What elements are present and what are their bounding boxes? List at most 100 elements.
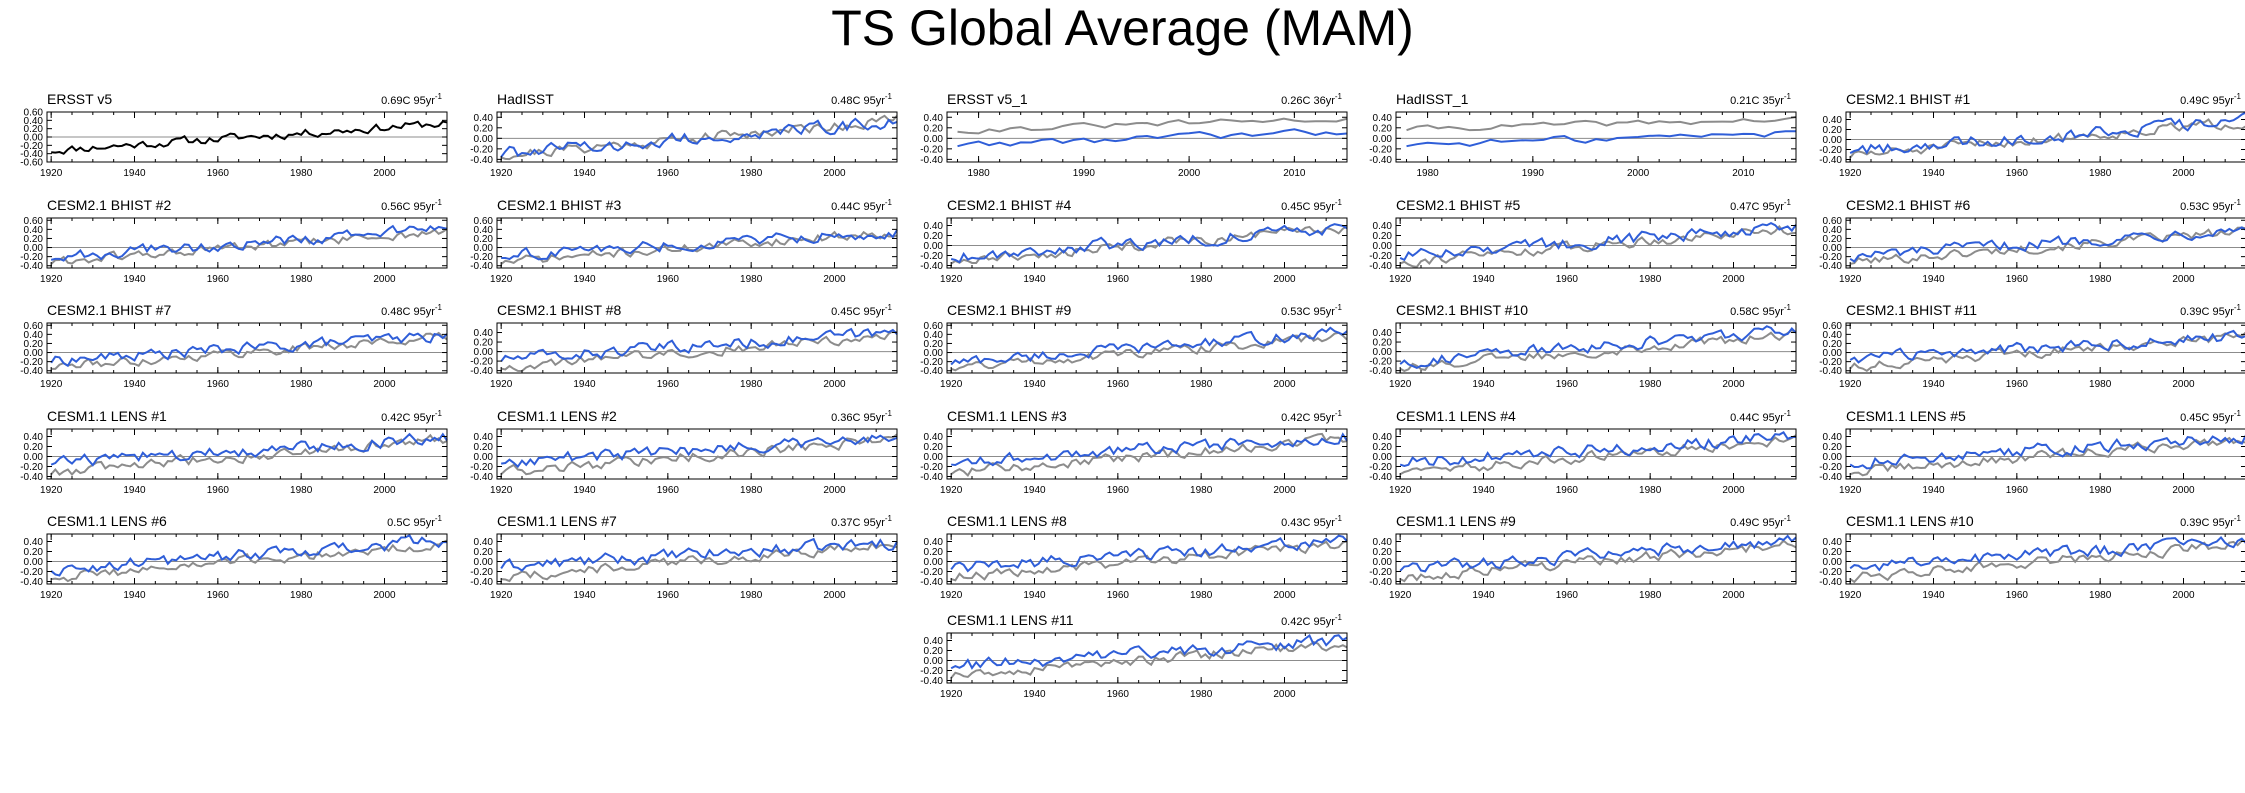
x-tick-label: 1960	[1107, 689, 1130, 700]
panel-title: ERSST v5	[47, 91, 112, 107]
panel-title: CESM1.1 LENS #5	[1846, 408, 1966, 424]
y-tick-label: 0.20	[1823, 339, 1843, 350]
x-tick-label: 1920	[490, 274, 513, 285]
x-tick-label: 1920	[940, 590, 963, 601]
y-tick-label: 0.40	[1823, 330, 1843, 341]
x-tick-label: 1920	[1839, 590, 1862, 601]
series-line-observed	[1849, 539, 2245, 584]
panel: CESM1.1 LENS #2 0.36C 95yr-10.400.200.00-…	[470, 408, 898, 496]
x-tick-label: 2000	[1722, 379, 1745, 390]
y-tick-label: 0.00	[1823, 557, 1843, 568]
panel-title: ERSST v5_1	[947, 91, 1028, 107]
x-tick-label: 2000	[823, 274, 846, 285]
trend-exponent: -1	[885, 514, 893, 523]
y-tick-label: -0.20	[20, 462, 43, 473]
y-tick-label: 0.60	[474, 216, 494, 227]
plot-frame	[946, 217, 1348, 269]
plot-frame	[46, 428, 448, 480]
x-tick-label: 1960	[657, 485, 680, 496]
x-tick-label: 1990	[1073, 168, 1096, 179]
trend-exponent: -1	[885, 92, 893, 101]
x-tick-label: 1960	[207, 274, 230, 285]
trend-label: 0.44C 95yr-1	[831, 198, 892, 213]
plot-frame	[946, 632, 1348, 684]
x-tick-label: 1980	[290, 590, 313, 601]
y-tick-label: -0.40	[470, 366, 493, 377]
x-tick-label: 1960	[207, 168, 230, 179]
x-tick-label: 1940	[123, 379, 146, 390]
y-tick-label: 0.40	[924, 330, 944, 341]
y-tick-label: 0.60	[1823, 321, 1843, 332]
y-tick-label: 0.00	[24, 133, 44, 144]
panel: CESM1.1 LENS #4 0.44C 95yr-10.400.200.00-…	[1369, 408, 1797, 496]
y-tick-label: -0.20	[1369, 567, 1392, 578]
y-tick-label: -0.40	[20, 261, 43, 272]
panel-title: CESM1.1 LENS #1	[47, 408, 167, 424]
series-line-model	[1849, 329, 2245, 364]
x-tick-label: 1980	[1190, 274, 1213, 285]
y-tick-label: 0.20	[1373, 231, 1393, 242]
x-tick-label: 1920	[1389, 379, 1412, 390]
trend-exponent: -1	[435, 198, 443, 207]
plot-frame	[1395, 217, 1797, 269]
x-tick-label: 1920	[940, 689, 963, 700]
y-tick-label: -0.20	[920, 357, 943, 368]
trend-label: 0.48C 95yr-1	[381, 303, 442, 318]
y-tick-label: -0.40	[470, 472, 493, 483]
panel-title: CESM2.1 BHIST #10	[1396, 302, 1528, 318]
y-tick-label: 0.00	[1373, 452, 1393, 463]
series-line-observed	[1399, 329, 1797, 373]
y-tick-label: 0.40	[474, 537, 494, 548]
x-tick-label: 1980	[1639, 379, 1662, 390]
series-line-model	[50, 534, 448, 577]
y-tick-label: 0.00	[474, 452, 494, 463]
trend-label: 0.36C 95yr-1	[831, 409, 892, 424]
series-line-model	[950, 326, 1348, 366]
y-tick-label: 0.00	[1373, 347, 1393, 358]
panel-title: CESM1.1 LENS #7	[497, 513, 617, 529]
x-tick-label: 1960	[1556, 590, 1579, 601]
trend-exponent: -1	[2234, 514, 2242, 523]
x-tick-label: 2000	[1273, 274, 1296, 285]
panel: CESM2.1 BHIST #7 0.48C 95yr-1 0.600.400.20…	[20, 302, 448, 390]
panel-title: CESM1.1 LENS #9	[1396, 513, 1516, 529]
y-tick-label: -0.40	[1369, 472, 1392, 483]
x-tick-label: 1980	[290, 274, 313, 285]
series-line-model	[1406, 130, 1797, 148]
y-tick-label: 0.20	[24, 124, 44, 135]
series-line-observed	[1406, 116, 1797, 132]
y-tick-label: 0.00	[924, 452, 944, 463]
y-tick-label: -0.20	[20, 357, 43, 368]
y-tick-label: -0.40	[920, 366, 943, 377]
x-tick-label: 2000	[373, 485, 396, 496]
x-tick-label: 1920	[490, 168, 513, 179]
x-tick-label: 1940	[1922, 274, 1945, 285]
y-tick-label: 0.40	[924, 221, 944, 232]
series-line-model	[1849, 434, 2245, 470]
x-tick-label: 1960	[207, 590, 230, 601]
trend-label: 0.37C 95yr-1	[831, 514, 892, 529]
x-tick-label: 2000	[373, 379, 396, 390]
x-tick-label: 2000	[1722, 590, 1745, 601]
y-tick-label: 0.20	[1373, 338, 1393, 349]
y-tick-label: 0.40	[1373, 432, 1393, 443]
y-tick-label: 0.00	[1823, 135, 1843, 146]
y-tick-label: -0.20	[1369, 251, 1392, 262]
x-tick-label: 2000	[2172, 485, 2195, 496]
y-tick-label: 0.20	[474, 547, 494, 558]
x-tick-label: 1980	[1190, 590, 1213, 601]
plot-frame	[46, 217, 448, 269]
trend-exponent: -1	[1784, 198, 1792, 207]
y-tick-label: 0.40	[24, 537, 44, 548]
x-tick-label: 1940	[1023, 590, 1046, 601]
x-tick-label: 2000	[1273, 485, 1296, 496]
x-tick-label: 1960	[2006, 168, 2029, 179]
trend-label: 0.43C 95yr-1	[1281, 514, 1342, 529]
x-tick-label: 1960	[2006, 485, 2029, 496]
series-line-model	[950, 534, 1348, 573]
y-tick-label: -0.20	[1369, 462, 1392, 473]
series-line-model	[950, 633, 1348, 670]
y-tick-label: 0.00	[924, 557, 944, 568]
x-tick-label: 1980	[290, 485, 313, 496]
x-tick-label: 1980	[1190, 485, 1213, 496]
